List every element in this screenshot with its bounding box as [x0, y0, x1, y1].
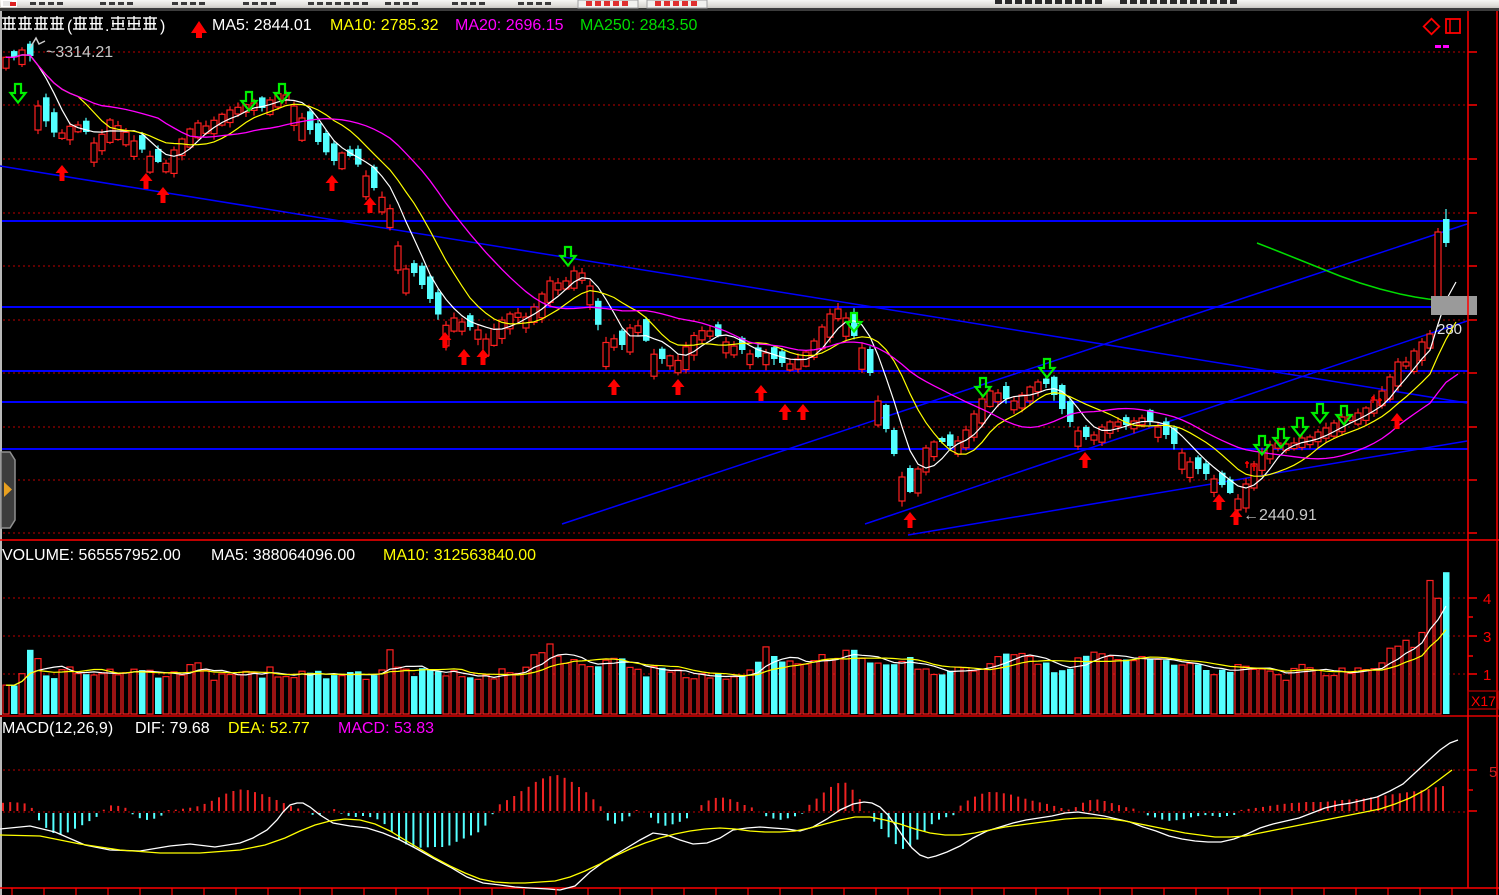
svg-text:MA250: 2843.50: MA250: 2843.50 [580, 17, 698, 34]
svg-text:3: 3 [1483, 629, 1491, 646]
svg-text:(: ( [67, 18, 73, 35]
svg-text:.: . [105, 18, 109, 35]
svg-text:4: 4 [1483, 591, 1491, 608]
svg-text:~3314.21: ~3314.21 [46, 44, 113, 61]
svg-text:MA10: 2785.32: MA10: 2785.32 [330, 17, 439, 34]
svg-text:←2440.91: ←2440.91 [1243, 507, 1317, 524]
svg-text:VOLUME: 565557952.00: VOLUME: 565557952.00 [2, 547, 181, 564]
svg-text:MACD(12,26,9): MACD(12,26,9) [2, 720, 113, 737]
svg-text:MA10: 312563840.00: MA10: 312563840.00 [383, 547, 536, 564]
svg-text:X17: X17 [1471, 693, 1496, 709]
svg-text:MACD: 53.83: MACD: 53.83 [338, 720, 434, 737]
svg-text:5: 5 [1489, 764, 1497, 781]
svg-text:MA5: 2844.01: MA5: 2844.01 [212, 17, 312, 34]
svg-text:1: 1 [1483, 667, 1491, 684]
svg-text:DIF: 79.68: DIF: 79.68 [135, 720, 210, 737]
svg-text:): ) [160, 18, 165, 35]
svg-text:MA5: 388064096.00: MA5: 388064096.00 [211, 547, 355, 564]
svg-text:280: 280 [1437, 321, 1462, 338]
svg-text:DEA: 52.77: DEA: 52.77 [228, 720, 310, 737]
svg-text:MA20: 2696.15: MA20: 2696.15 [455, 17, 564, 34]
